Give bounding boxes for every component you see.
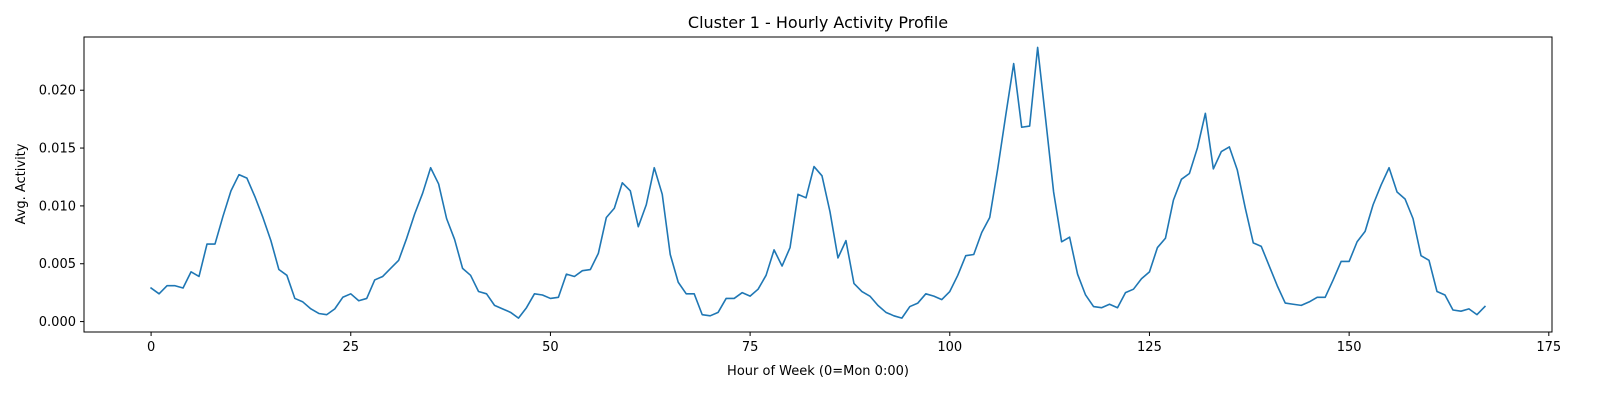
x-tick-label: 75: [742, 340, 759, 355]
y-tick-label: 0.005: [39, 257, 76, 272]
x-tick-label: 0: [147, 340, 155, 355]
x-tick-label: 125: [1137, 340, 1162, 355]
y-tick-label: 0.000: [39, 315, 76, 330]
y-axis-label: Avg. Activity: [14, 143, 29, 224]
y-tick-label: 0.015: [39, 142, 76, 157]
x-axis-label: Hour of Week (0=Mon 0:00): [727, 364, 909, 379]
x-tick-label: 150: [1337, 340, 1362, 355]
plot-area: 0 25 50 75 100 125 150 175 0.000 0.005 0.010 0.015 0…: [39, 36, 1561, 355]
y-tick-label: 0.020: [39, 84, 76, 99]
y-tick-label: 0.010: [39, 199, 76, 214]
x-tick-label: 25: [342, 340, 359, 355]
series-line-0: [149, 46, 1487, 319]
x-tick-label: 100: [937, 340, 962, 355]
x-tick-label: 175: [1536, 340, 1561, 355]
x-tick-label: 50: [542, 340, 559, 355]
axes-frame: [83, 36, 1553, 333]
chart-title: Cluster 1 - Hourly Activity Profile: [688, 13, 948, 32]
